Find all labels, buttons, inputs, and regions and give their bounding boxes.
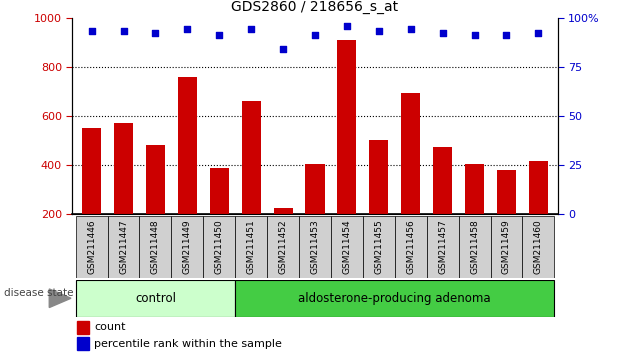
Text: GSM211452: GSM211452 — [278, 219, 287, 274]
Bar — [178, 76, 197, 263]
Text: GSM211456: GSM211456 — [406, 219, 415, 274]
Bar — [337, 40, 357, 263]
Point — [374, 29, 384, 34]
FancyBboxPatch shape — [267, 216, 299, 278]
Bar — [210, 167, 229, 263]
Text: GSM211458: GSM211458 — [470, 219, 479, 274]
Text: GSM211453: GSM211453 — [311, 219, 319, 274]
FancyBboxPatch shape — [76, 280, 235, 317]
Point — [246, 27, 256, 32]
Bar — [146, 145, 165, 263]
Text: GSM211454: GSM211454 — [343, 219, 352, 274]
Point — [342, 23, 352, 28]
Point — [118, 29, 129, 34]
Text: GSM211457: GSM211457 — [438, 219, 447, 274]
Point — [151, 30, 161, 36]
Bar — [77, 337, 89, 350]
FancyBboxPatch shape — [171, 216, 203, 278]
FancyBboxPatch shape — [491, 216, 522, 278]
Text: GSM211447: GSM211447 — [119, 219, 128, 274]
Text: GSM211460: GSM211460 — [534, 219, 543, 274]
Text: aldosterone-producing adenoma: aldosterone-producing adenoma — [299, 292, 491, 305]
Bar — [401, 93, 420, 263]
Point — [214, 33, 224, 38]
FancyBboxPatch shape — [522, 216, 554, 278]
Text: GSM211448: GSM211448 — [151, 219, 160, 274]
Bar — [433, 147, 452, 263]
Bar — [114, 123, 133, 263]
FancyBboxPatch shape — [235, 280, 554, 317]
Text: GSM211455: GSM211455 — [374, 219, 383, 274]
Text: GSM211459: GSM211459 — [502, 219, 511, 274]
FancyBboxPatch shape — [427, 216, 459, 278]
Bar — [273, 208, 293, 263]
FancyBboxPatch shape — [395, 216, 427, 278]
Bar — [465, 164, 484, 263]
Text: control: control — [135, 292, 176, 305]
Bar — [497, 170, 516, 263]
Text: disease state: disease state — [4, 288, 73, 298]
Bar — [82, 128, 101, 263]
Text: GSM211450: GSM211450 — [215, 219, 224, 274]
Point — [86, 29, 96, 34]
FancyBboxPatch shape — [76, 216, 108, 278]
FancyBboxPatch shape — [331, 216, 363, 278]
FancyBboxPatch shape — [299, 216, 331, 278]
FancyBboxPatch shape — [235, 216, 267, 278]
Bar — [77, 321, 89, 333]
Bar — [529, 161, 548, 263]
FancyBboxPatch shape — [108, 216, 139, 278]
Point — [469, 33, 479, 38]
FancyBboxPatch shape — [203, 216, 235, 278]
Text: GSM211451: GSM211451 — [247, 219, 256, 274]
Point — [278, 46, 288, 52]
Text: GSM211449: GSM211449 — [183, 219, 192, 274]
Bar — [306, 164, 324, 263]
Title: GDS2860 / 218656_s_at: GDS2860 / 218656_s_at — [231, 0, 399, 14]
Text: GSM211446: GSM211446 — [87, 219, 96, 274]
Text: percentile rank within the sample: percentile rank within the sample — [94, 339, 282, 349]
FancyBboxPatch shape — [363, 216, 395, 278]
Bar — [241, 101, 261, 263]
Point — [310, 33, 320, 38]
FancyBboxPatch shape — [459, 216, 491, 278]
Text: count: count — [94, 322, 126, 332]
Bar — [369, 141, 389, 263]
Point — [182, 27, 192, 32]
Point — [438, 30, 448, 36]
Point — [406, 27, 416, 32]
Polygon shape — [49, 289, 71, 308]
FancyBboxPatch shape — [139, 216, 171, 278]
Point — [534, 30, 544, 36]
Point — [501, 33, 512, 38]
